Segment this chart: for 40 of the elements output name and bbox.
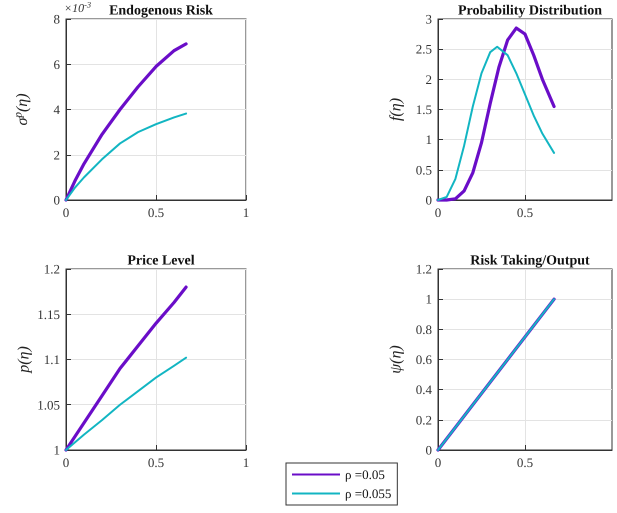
legend-label: ρ =0.05 — [345, 467, 385, 482]
x-tick-label: 0.5 — [516, 455, 534, 470]
y-tick-label: 6 — [54, 56, 60, 72]
y-tick-label: 2.5 — [416, 42, 432, 57]
y-axis-title: ψ(η) — [388, 345, 404, 374]
y-tick-label: 1.5 — [416, 102, 432, 117]
y-tick-label: 0.2 — [416, 412, 432, 428]
y-tick-label: 2 — [426, 72, 432, 87]
x-tick-label: 1 — [242, 205, 250, 220]
y-tick-label: 1.2 — [44, 262, 60, 276]
y-tick-label: 4 — [54, 102, 60, 117]
y-tick-label: 1 — [426, 292, 432, 307]
y-tick-label: 0 — [426, 192, 432, 208]
y-tick-label: 8 — [54, 12, 60, 26]
x-tick-label: 0.5 — [148, 455, 164, 470]
y-tick-label: 1.1 — [44, 352, 60, 367]
x-tick-label: 1 — [242, 455, 250, 470]
y-tick-label: 0 — [54, 192, 60, 208]
y-tick-label: 0 — [426, 442, 432, 458]
chart-title: Endogenous Risk — [109, 4, 214, 18]
y-tick-label: 1 — [54, 442, 60, 458]
y-axis-title: σp(η) — [12, 93, 31, 126]
chart-title: Probability Distribution — [458, 4, 602, 18]
legend-label: ρ =0.055 — [345, 486, 392, 501]
y-axis-title: f(η) — [388, 98, 404, 122]
y-tick-label: 0.6 — [416, 352, 432, 367]
y-tick-label: 0.8 — [416, 322, 432, 337]
x-tick-label: 0.5 — [148, 205, 164, 220]
x-tick-label: 0.5 — [516, 205, 534, 220]
y-tick-label: 0.4 — [416, 382, 432, 398]
y-tick-label: 3 — [426, 12, 432, 26]
y-tick-label: 1.05 — [37, 397, 60, 412]
chart-title: Price Level — [127, 254, 195, 268]
y-axis-title: p(η) — [16, 346, 32, 374]
y-tick-label: 1.15 — [37, 306, 60, 322]
y-tick-label: 0.5 — [416, 162, 432, 178]
y-tick-label: 1 — [426, 132, 432, 148]
y-tick-label: 1.2 — [416, 262, 432, 276]
chart-title: Risk Taking/Output — [470, 254, 590, 268]
y-tick-label: 2 — [54, 147, 60, 162]
